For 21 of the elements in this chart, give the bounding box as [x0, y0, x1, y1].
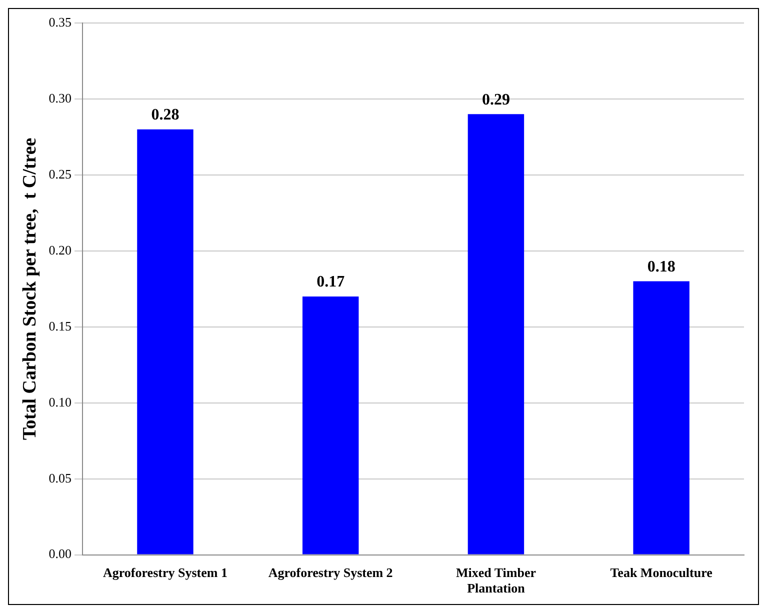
x-tick-label: Agroforestry System 2 — [268, 564, 393, 580]
bar — [302, 296, 359, 554]
y-tick-label: 0.05 — [48, 470, 72, 486]
y-tick-label: 0.35 — [48, 14, 72, 30]
data-label: 0.18 — [647, 258, 676, 276]
bar — [468, 114, 524, 554]
y-tick-label: 0.00 — [48, 546, 72, 562]
bar — [633, 281, 690, 554]
x-tick-label: Agroforestry System 1 — [103, 564, 228, 580]
y-tick-label: 0.15 — [48, 318, 72, 334]
y-tick-label: 0.25 — [48, 166, 72, 182]
y-tick-label: 0.20 — [48, 242, 72, 258]
y-tick-label: 0.30 — [48, 90, 72, 106]
data-label: 0.28 — [151, 106, 180, 124]
bar — [137, 129, 194, 554]
y-tick-label: 0.10 — [48, 394, 72, 410]
data-label: 0.17 — [316, 274, 345, 291]
data-label: 0.29 — [482, 91, 510, 108]
x-tick-label: Teak Monoculture — [610, 564, 713, 580]
y-axis-title: Total Carbon Stock per tree, t C/tree — [19, 138, 40, 440]
x-tick-label: Mixed Timber Plantation — [456, 564, 536, 596]
